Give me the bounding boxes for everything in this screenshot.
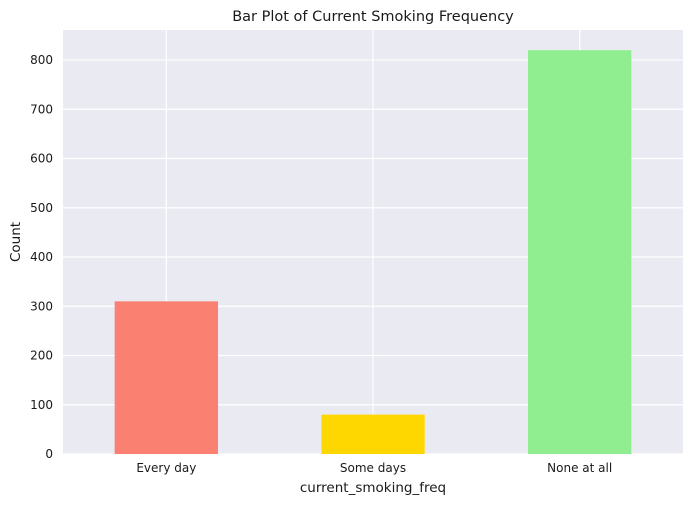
bars: [114, 50, 632, 454]
x-tick-label: Every day: [136, 461, 196, 475]
y-tick-label: 0: [45, 447, 53, 461]
x-tick-label: Some days: [340, 461, 406, 475]
y-tick-label: 600: [30, 152, 53, 166]
y-tick-label: 100: [30, 398, 53, 412]
y-tick-labels: 0 100 200 300 400 500 600 700 800: [30, 53, 53, 461]
chart-title: Bar Plot of Current Smoking Frequency: [232, 9, 514, 25]
y-tick-label: 200: [30, 349, 53, 363]
bar-some-days: [321, 414, 425, 454]
bar-none-at-all: [528, 50, 632, 454]
bar-every-day: [114, 301, 218, 454]
y-tick-label: 400: [30, 250, 53, 264]
y-tick-label: 300: [30, 299, 53, 313]
y-tick-label: 700: [30, 102, 53, 116]
x-tick-labels: Every day Some days None at all: [136, 461, 612, 475]
y-axis-label: Count: [8, 222, 24, 262]
x-axis-label: current_smoking_freq: [300, 480, 446, 496]
x-tick-label: None at all: [547, 461, 612, 475]
y-tick-label: 500: [30, 201, 53, 215]
y-tick-label: 800: [30, 53, 53, 67]
